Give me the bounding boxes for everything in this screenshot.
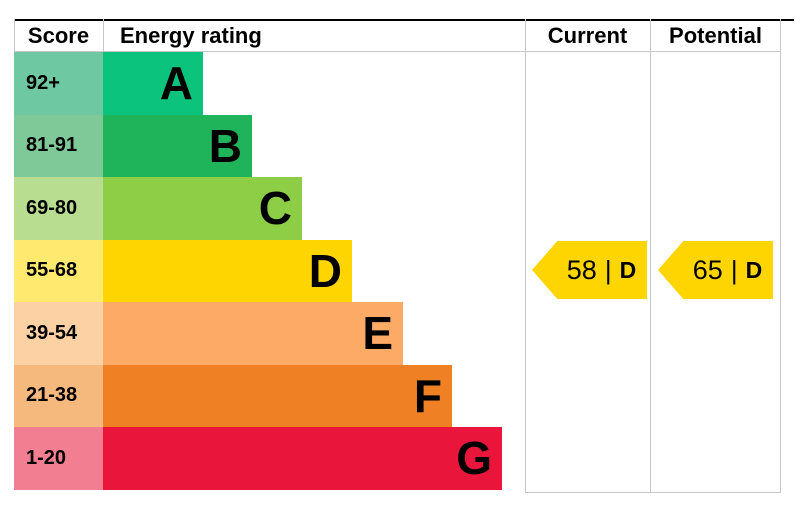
current-rating-value: 58 bbox=[566, 254, 597, 285]
band-letter: F bbox=[413, 369, 442, 422]
column-header-current: Current bbox=[547, 23, 628, 48]
columns-bottom-border bbox=[525, 492, 781, 493]
column-header-energy-rating: Energy rating bbox=[120, 23, 262, 48]
band-bar-c: C bbox=[103, 177, 302, 240]
band-letter: C bbox=[258, 182, 292, 235]
band-row-g: 1-20 G bbox=[14, 427, 781, 490]
table-top-border bbox=[14, 19, 794, 21]
potential-rating-value: 65 bbox=[692, 254, 723, 285]
band-score-range: 21-38 bbox=[14, 364, 103, 427]
band-row-a: 92+ A bbox=[14, 52, 781, 115]
table-header: Score Energy rating Current Potential bbox=[14, 21, 781, 52]
potential-rating-arrow: 65 | D bbox=[658, 241, 773, 299]
band-letter: B bbox=[208, 119, 242, 172]
band-row-c: 69-80 C bbox=[14, 177, 781, 240]
band-bar-f: F bbox=[103, 364, 452, 427]
current-rating-separator: | bbox=[604, 254, 612, 285]
band-bar-b: B bbox=[103, 114, 252, 177]
band-rows: 92+ A 81-91 B 69-80 C 55-68 D 39-54 E 21… bbox=[14, 52, 781, 490]
band-bar-a: A bbox=[103, 52, 203, 115]
band-score-range: 92+ bbox=[14, 52, 103, 115]
table-left-border bbox=[14, 19, 15, 52]
band-letter: G bbox=[456, 432, 492, 485]
band-bar-e: E bbox=[103, 302, 403, 365]
column-header-potential: Potential bbox=[669, 23, 762, 48]
potential-column-left-border bbox=[650, 19, 651, 492]
energy-rating-graph: Score Energy rating Current Potential 92… bbox=[14, 19, 794, 493]
band-score-range: 39-54 bbox=[14, 302, 103, 365]
band-bar-d: D bbox=[103, 239, 352, 302]
band-row-d: 55-68 D bbox=[14, 239, 781, 302]
potential-column-right-border bbox=[780, 19, 781, 492]
band-bar-g: G bbox=[103, 427, 502, 490]
band-letter: D bbox=[308, 244, 342, 297]
band-row-b: 81-91 B bbox=[14, 114, 781, 177]
band-letter: E bbox=[362, 307, 393, 360]
band-score-range: 55-68 bbox=[14, 239, 103, 302]
band-score-range: 69-80 bbox=[14, 177, 103, 240]
band-row-e: 39-54 E bbox=[14, 302, 781, 365]
potential-rating-separator: | bbox=[730, 254, 738, 285]
potential-rating-letter: D bbox=[745, 256, 763, 283]
score-column-divider bbox=[103, 19, 104, 52]
band-score-range: 1-20 bbox=[14, 427, 103, 490]
current-rating-letter: D bbox=[619, 256, 637, 283]
current-rating-arrow: 58 | D bbox=[532, 241, 647, 299]
band-row-f: 21-38 F bbox=[14, 364, 781, 427]
column-header-score: Score bbox=[27, 23, 90, 48]
current-column-left-border bbox=[525, 19, 526, 492]
band-letter: A bbox=[159, 57, 193, 110]
band-score-range: 81-91 bbox=[14, 114, 103, 177]
